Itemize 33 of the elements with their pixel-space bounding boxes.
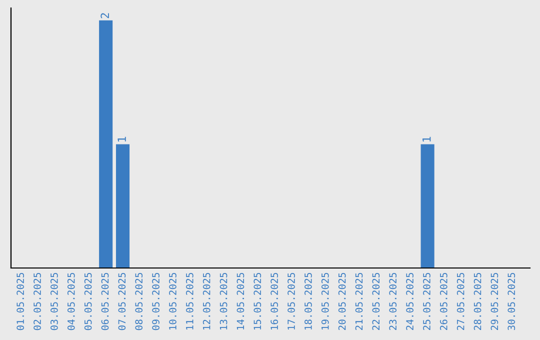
x-tick-label: 15.05.2025 (254, 272, 262, 330)
data-label: 2 (100, 13, 109, 18)
x-tick-label: 13.05.2025 (220, 272, 228, 330)
x-tick-label: 03.05.2025 (50, 272, 58, 330)
x-tick-label: 22.05.2025 (372, 272, 380, 330)
x-tick-label: 20.05.2025 (338, 272, 346, 330)
x-tick-label: 14.05.2025 (236, 272, 244, 330)
x-tick-label: 08.05.2025 (135, 272, 143, 330)
x-tick-label: 06.05.2025 (101, 272, 109, 330)
x-tick-label: 29.05.2025 (490, 272, 498, 330)
x-tick-label: 12.05.2025 (202, 272, 210, 330)
x-tick-label: 09.05.2025 (152, 272, 160, 330)
x-tick-label: 24.05.2025 (406, 272, 414, 330)
x-tick-label: 17.05.2025 (288, 272, 295, 330)
x-tick-label: 10.05.2025 (169, 272, 176, 330)
x-tick-label: 28.05.2025 (474, 272, 482, 330)
x-tick-label: 16.05.2025 (270, 272, 278, 330)
data-label: 1 (422, 136, 431, 142)
x-tick-label: 04.05.2025 (67, 272, 75, 330)
x-tick-label: 26.05.2025 (440, 272, 448, 330)
x-tick-label: 23.05.2025 (389, 272, 397, 330)
x-tick-label: 21.05.2025 (355, 272, 363, 330)
x-tick-label: 01.05.2025 (16, 272, 24, 330)
x-tick-label: 11.05.2025 (186, 272, 194, 330)
x-tick-label: 05.05.2025 (84, 272, 92, 330)
x-tick-label: 18.05.2025 (304, 272, 312, 330)
x-tick-label: 07.05.2025 (118, 272, 126, 330)
x-tick-label: 25.05.2025 (423, 272, 430, 330)
x-tick-label: 02.05.2025 (34, 272, 41, 330)
x-tick-label: 27.05.2025 (456, 272, 464, 330)
data-label: 1 (118, 136, 126, 142)
x-tick-label: 19.05.2025 (321, 272, 329, 330)
x-tick-label: 30.05.2025 (508, 272, 516, 330)
